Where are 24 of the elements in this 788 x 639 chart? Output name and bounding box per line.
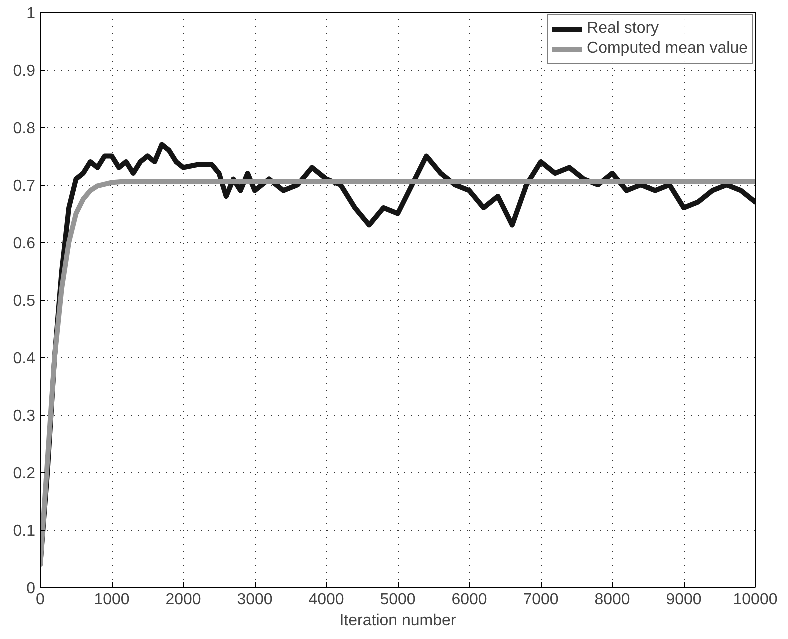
legend-label: Computed mean value <box>587 40 748 58</box>
x-tick-label: 4000 <box>308 592 344 608</box>
y-tick-label: 0 <box>26 580 36 598</box>
y-tick-label: 0.5 <box>13 293 36 310</box>
y-tick-label: 1 <box>26 6 36 22</box>
y-tick-label: 0.8 <box>13 120 36 138</box>
x-tick-label: 10000 <box>733 592 778 608</box>
y-tick-label: 0.9 <box>13 63 36 80</box>
x-tick-label: 2000 <box>166 592 202 608</box>
x-tick-label: 3000 <box>237 592 273 608</box>
x-tick-label: 8000 <box>594 592 630 608</box>
x-tick-label: 6000 <box>452 592 488 608</box>
y-tick-label: 0.7 <box>13 178 36 195</box>
y-tick-label: 0.4 <box>13 350 36 368</box>
y-tick-label: 0.1 <box>13 523 36 540</box>
y-tick-label: 0.2 <box>13 466 36 482</box>
x-tick-label: 1000 <box>94 592 130 608</box>
x-tick-label: 5000 <box>380 592 416 608</box>
x-tick-label: 9000 <box>666 592 702 608</box>
x-tick-label: 7000 <box>523 592 559 608</box>
y-tick-label: 0.6 <box>13 236 36 252</box>
x-axis-title: Iteration number <box>340 612 457 630</box>
legend-label: Real story <box>587 20 660 38</box>
y-tick-label: 0.3 <box>13 408 36 425</box>
